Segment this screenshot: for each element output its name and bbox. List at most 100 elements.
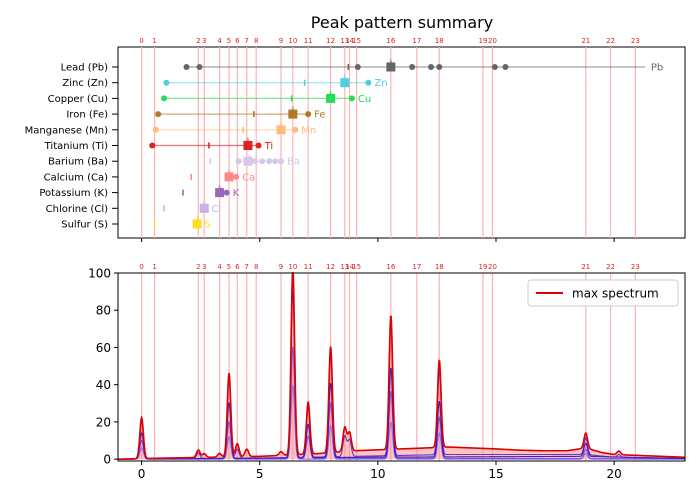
peak-label-1: 1: [152, 37, 156, 45]
element-dot-0-5: [436, 64, 443, 70]
peak-label-20: 20: [488, 37, 497, 45]
element-dot-6-5: [278, 158, 285, 165]
peak-label-5: 5: [227, 37, 231, 45]
bottom-peak-label-14: 14: [345, 263, 354, 271]
bottom-peak-label-5: 5: [227, 263, 231, 271]
spectrum-line-0: [117, 271, 686, 460]
element-dot-1-1: [365, 79, 372, 86]
bottom-peak-label-15: 15: [352, 263, 361, 271]
element-dot-6-0: [235, 158, 242, 165]
peak-label-19: 19: [479, 37, 488, 45]
x-tick-label-1: 5: [256, 467, 264, 481]
peak-label-15: 15: [352, 37, 361, 45]
element-main-marker-10: [192, 219, 202, 229]
peak-label-6: 6: [235, 37, 240, 45]
y-tick-label-1: 20: [96, 415, 111, 429]
bottom-peak-label-9: 9: [279, 263, 283, 271]
spectrum-line-1: [118, 275, 686, 460]
bottom-peak-label-23: 23: [631, 263, 640, 271]
element-label-5: Titanium (Ti): [44, 141, 108, 152]
bottom-peak-label-1: 1: [152, 263, 156, 271]
element-main-marker-6: [243, 156, 253, 166]
element-label-7: Calcium (Ca): [44, 172, 108, 183]
element-main-marker-5: [243, 141, 253, 150]
peak-label-8: 8: [254, 37, 258, 45]
element-symbol-0: Pb: [651, 63, 663, 74]
peak-label-17: 17: [412, 37, 421, 45]
element-main-marker-9: [199, 203, 209, 213]
element-main-marker-8: [215, 188, 225, 198]
x-tick-label-2: 10: [370, 467, 385, 481]
peak-label-21: 21: [581, 37, 590, 45]
peak-label-18: 18: [435, 37, 444, 45]
legend-box: [527, 279, 679, 307]
bottom-peak-label-3: 3: [202, 263, 206, 271]
bottom-peak-label-0: 0: [139, 263, 143, 271]
peak-label-13: 13: [340, 37, 349, 45]
element-label-1: Zinc (Zn): [62, 78, 108, 89]
element-label-0: Lead (Pb): [61, 63, 108, 74]
element-symbol-2: Cu: [358, 94, 371, 105]
top-plot-frame: [117, 46, 686, 239]
bottom-peak-label-17: 17: [412, 263, 421, 271]
legend-entry: max spectrum: [572, 287, 659, 301]
peak-label-10: 10: [288, 37, 297, 45]
peak-label-7: 7: [245, 37, 249, 45]
element-main-marker-7: [224, 172, 234, 182]
bottom-peak-label-10: 10: [288, 263, 297, 271]
bottom-peak-label-12: 12: [326, 263, 335, 271]
bottom-peak-label-4: 4: [217, 263, 222, 271]
x-tick-label-3: 15: [488, 467, 503, 481]
element-dot-0-2: [354, 64, 361, 70]
bottom-peak-label-6: 6: [235, 263, 240, 271]
element-dot-0-3: [409, 64, 416, 70]
x-tick-label-4: 20: [606, 467, 621, 481]
element-symbol-9: Cl: [211, 204, 221, 215]
peak-label-4: 4: [217, 37, 222, 45]
element-dot-6-1: [252, 158, 259, 165]
y-tick-label-2: 40: [96, 378, 111, 392]
bottom-peak-label-18: 18: [435, 263, 444, 271]
element-dot-0-4: [428, 64, 435, 70]
element-symbol-4: Mn: [301, 125, 316, 136]
y-tick-label-0: 0: [103, 453, 111, 467]
element-label-8: Potassium (K): [39, 188, 108, 199]
peak-label-2: 2: [196, 37, 200, 45]
element-label-4: Manganese (Mn): [25, 125, 108, 136]
bottom-peak-label-8: 8: [254, 263, 258, 271]
element-symbol-1: Zn: [374, 78, 387, 89]
element-dot-7-0: [233, 173, 240, 180]
element-main-marker-1: [340, 78, 350, 88]
element-dot-0-0: [183, 64, 190, 70]
bottom-peak-label-2: 2: [196, 263, 200, 271]
bottom-peak-label-13: 13: [340, 263, 349, 271]
bottom-plot-frame: [117, 272, 686, 462]
element-dot-8-0: [223, 189, 230, 196]
element-symbol-8: K: [233, 188, 240, 199]
bottom-peak-label-16: 16: [386, 263, 395, 271]
element-dot-3-0: [155, 111, 162, 118]
chart-title: Peak pattern summary: [311, 13, 493, 32]
element-label-9: Chlorine (Cl): [46, 204, 108, 215]
element-dot-0-7: [502, 64, 509, 70]
element-dot-5-0: [149, 142, 156, 149]
x-tick-label-0: 0: [138, 467, 146, 481]
element-label-10: Sulfur (S): [61, 220, 108, 231]
element-label-2: Copper (Cu): [48, 94, 108, 105]
element-main-marker-2: [326, 93, 336, 103]
y-tick-label-3: 60: [96, 341, 111, 355]
bottom-peak-label-22: 22: [606, 263, 615, 271]
element-dot-3-1: [305, 111, 312, 118]
element-symbol-7: Ca: [242, 172, 255, 183]
legend: max spectrum: [527, 279, 679, 307]
element-dot-0-1: [196, 64, 203, 70]
bottom-peak-label-7: 7: [245, 263, 249, 271]
y-tick-label-4: 80: [96, 304, 111, 318]
element-dot-6-4: [272, 158, 279, 165]
element-dot-2-1: [348, 95, 355, 102]
peak-label-11: 11: [304, 37, 313, 45]
spectrum-line-3: [118, 346, 685, 460]
element-dot-1-0: [163, 79, 170, 86]
